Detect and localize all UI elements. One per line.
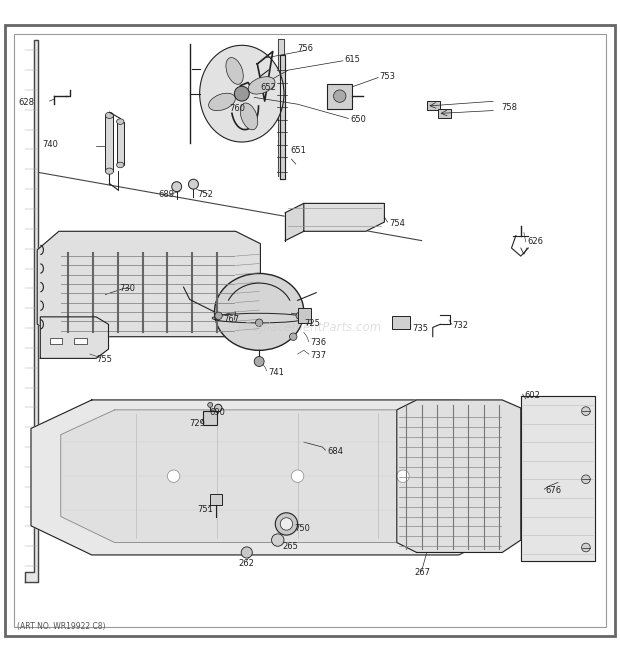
Ellipse shape (105, 168, 113, 175)
Bar (327, 84, 352, 108)
Circle shape (582, 407, 590, 416)
Text: 729: 729 (189, 419, 205, 428)
Polygon shape (397, 400, 521, 553)
Circle shape (215, 405, 222, 412)
Text: 651: 651 (290, 146, 306, 155)
Polygon shape (37, 231, 260, 336)
Text: 754: 754 (389, 219, 405, 228)
Text: 755: 755 (96, 354, 112, 364)
Circle shape (241, 547, 252, 558)
Polygon shape (285, 204, 304, 241)
Bar (298, 307, 311, 323)
Bar (210, 494, 222, 506)
Text: 689: 689 (158, 190, 174, 198)
Ellipse shape (226, 58, 243, 85)
Circle shape (254, 356, 264, 366)
Polygon shape (31, 400, 521, 555)
Circle shape (188, 179, 198, 189)
Text: 602: 602 (524, 391, 540, 400)
Circle shape (397, 470, 409, 483)
Bar (74, 338, 87, 344)
Text: 753: 753 (379, 72, 396, 81)
Bar (105, 116, 113, 171)
Bar (392, 315, 410, 329)
Text: 756: 756 (298, 44, 314, 53)
Text: 741: 741 (268, 368, 284, 377)
Circle shape (167, 470, 180, 483)
Polygon shape (61, 410, 499, 543)
Polygon shape (280, 55, 285, 178)
Text: 676: 676 (546, 486, 562, 495)
Text: 740: 740 (42, 140, 58, 149)
Text: 752: 752 (197, 190, 213, 198)
Text: 265: 265 (282, 542, 298, 551)
Text: 737: 737 (310, 351, 326, 360)
Text: 758: 758 (501, 103, 517, 112)
Text: 767: 767 (223, 315, 239, 325)
Text: eReplacementParts.com: eReplacementParts.com (238, 321, 382, 334)
Ellipse shape (241, 103, 258, 130)
Bar (50, 338, 62, 344)
Text: 628: 628 (19, 98, 35, 107)
Circle shape (275, 513, 298, 535)
Circle shape (272, 534, 284, 546)
Text: 684: 684 (327, 447, 343, 456)
Polygon shape (521, 395, 595, 561)
Circle shape (290, 333, 297, 340)
Circle shape (291, 470, 304, 483)
Polygon shape (278, 39, 284, 176)
Text: 760: 760 (229, 104, 246, 113)
Polygon shape (304, 204, 384, 231)
Circle shape (582, 475, 590, 484)
Text: 267: 267 (414, 568, 430, 577)
Circle shape (582, 543, 590, 552)
Text: (ART NO. WR19922 C8): (ART NO. WR19922 C8) (17, 623, 106, 631)
Circle shape (172, 182, 182, 192)
Circle shape (208, 403, 213, 407)
Text: 730: 730 (119, 284, 135, 293)
Bar (427, 101, 440, 110)
Ellipse shape (200, 46, 284, 142)
Text: 735: 735 (412, 323, 428, 332)
Text: 690: 690 (210, 408, 226, 417)
Ellipse shape (117, 162, 124, 168)
Polygon shape (40, 317, 108, 358)
Polygon shape (25, 40, 38, 582)
Circle shape (334, 90, 346, 102)
Ellipse shape (105, 112, 113, 118)
Circle shape (255, 319, 263, 327)
Text: 751: 751 (197, 504, 213, 514)
Text: 615: 615 (344, 55, 360, 64)
Text: 626: 626 (527, 237, 543, 247)
Ellipse shape (117, 119, 124, 124)
Bar (203, 411, 217, 425)
Circle shape (280, 518, 293, 530)
Bar (438, 108, 451, 118)
Text: 732: 732 (453, 321, 469, 330)
Text: 650: 650 (350, 115, 366, 124)
Text: 725: 725 (304, 319, 320, 328)
Text: 750: 750 (294, 524, 311, 533)
Text: 736: 736 (310, 338, 326, 348)
Ellipse shape (248, 77, 275, 94)
Circle shape (234, 86, 249, 101)
Ellipse shape (208, 93, 236, 110)
Bar (117, 122, 124, 165)
Ellipse shape (215, 274, 304, 350)
Text: 652: 652 (260, 83, 277, 92)
Circle shape (215, 312, 223, 319)
Circle shape (296, 312, 303, 319)
Text: 262: 262 (239, 559, 255, 568)
